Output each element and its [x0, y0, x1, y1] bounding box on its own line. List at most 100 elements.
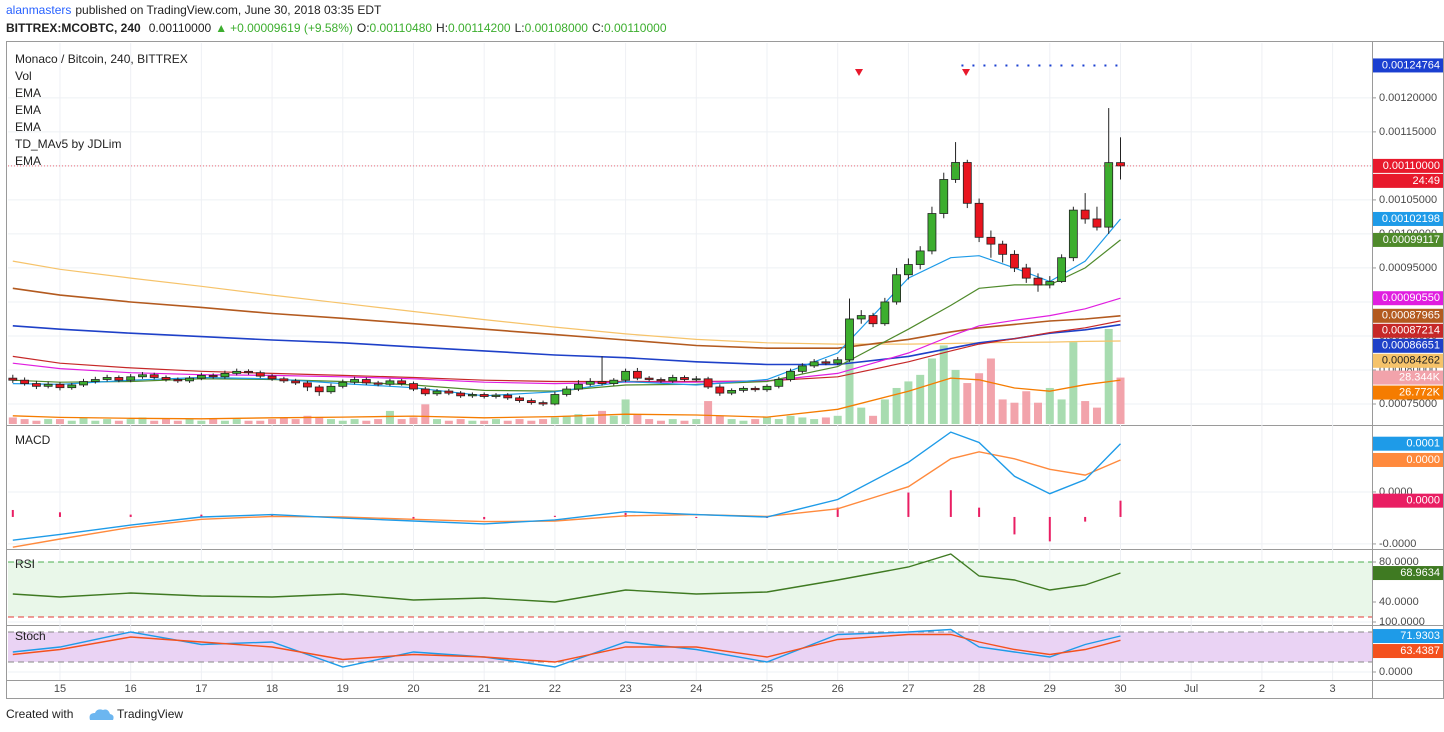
y-tick-label: 0.00115000 [1379, 126, 1436, 138]
candle-body [79, 381, 88, 386]
volume-bar [256, 420, 265, 424]
candle-body [868, 315, 878, 325]
volume-bar [951, 369, 960, 424]
candle-body [326, 385, 336, 393]
volume-bar [20, 419, 29, 424]
volume-bar [1022, 391, 1031, 424]
x-tick-label: 24 [690, 683, 702, 695]
author[interactable]: alanmasters [6, 3, 71, 17]
volume-bar [173, 420, 182, 424]
volume-bar [1069, 342, 1078, 424]
macd-histogram-bar [1084, 516, 1087, 522]
volume-bar [185, 419, 194, 424]
volume-bar [44, 419, 53, 424]
indicator-line [12, 553, 1121, 603]
candle-body [208, 375, 218, 378]
candle-body [1045, 281, 1055, 286]
candle-body [1104, 162, 1114, 228]
candle-body [456, 392, 466, 397]
volume-bar [1104, 329, 1113, 424]
x-tick-label: 23 [619, 683, 631, 695]
candle-body [821, 361, 831, 364]
volume-bar [126, 419, 135, 424]
volume-bar [91, 420, 100, 424]
candle-body [585, 381, 595, 385]
candle-body [880, 301, 890, 325]
candle-body [338, 381, 348, 387]
volume-bar [786, 415, 795, 424]
volume-bar [1057, 399, 1066, 424]
ohlc-key: C: [592, 21, 604, 35]
ohlc-value: 0.00114200 [448, 21, 511, 35]
candle-body [1033, 277, 1043, 286]
volume-bar [668, 419, 677, 424]
price-pane [8, 64, 1372, 424]
candle-body [43, 383, 53, 387]
candle-body [255, 372, 265, 377]
volume-bar [162, 419, 171, 424]
price-label: 0.00090550 [1382, 292, 1440, 304]
candle-body [515, 397, 524, 401]
candle-body [621, 370, 630, 381]
volume-bar [633, 414, 642, 424]
volume-bar [869, 415, 878, 424]
macd-histogram-bar [949, 490, 952, 517]
price-label-box [1373, 566, 1443, 581]
volume-bar [291, 419, 300, 424]
candle-body [739, 387, 748, 391]
macd-histogram-bar [907, 492, 910, 517]
x-tick-label: 18 [266, 683, 278, 695]
ema-line [12, 218, 1121, 397]
price-label-box [1373, 353, 1443, 368]
volume-bar [645, 419, 654, 424]
price-label-box [1373, 291, 1443, 306]
candle-body [138, 374, 147, 378]
volume-bar [303, 415, 312, 424]
price-label: 26.772K [1399, 386, 1441, 398]
volume-bar [762, 417, 771, 424]
volume-bar [833, 415, 842, 424]
y-tick-label: 0.00095000 [1379, 262, 1437, 274]
volume-bar [704, 401, 713, 424]
macd-histogram-bar [624, 512, 627, 517]
candle-body [656, 379, 666, 382]
candle-body [904, 264, 913, 276]
candle-body [1116, 162, 1125, 167]
price-label: 0.00099117 [1383, 234, 1440, 246]
volume-bar [598, 410, 607, 424]
candle-body [232, 370, 242, 374]
candle-body [750, 387, 760, 391]
ema-line [12, 287, 1121, 350]
price-label-box [1373, 173, 1443, 188]
volume-bar [751, 419, 760, 424]
candle-body [915, 250, 925, 265]
x-tick-label: 22 [549, 683, 561, 695]
price-label: 0.0001 [1406, 438, 1440, 450]
candle-body [220, 372, 230, 378]
candle-body [244, 370, 253, 374]
price-label: 0.00087214 [1382, 325, 1440, 337]
price-label-box [1373, 493, 1443, 508]
indicator-legend: EMA [15, 154, 41, 168]
indicator-legend: EMA [15, 103, 41, 117]
logo[interactable] [89, 709, 114, 720]
pane-title: MACD [15, 433, 51, 447]
macd-histogram-bar [695, 516, 698, 518]
price-label-box [1373, 308, 1443, 323]
candle-body [1021, 267, 1031, 279]
macd-histogram-bar [129, 514, 132, 517]
candle-body [939, 179, 949, 214]
volume-bar [55, 419, 64, 424]
candle-body [680, 377, 689, 380]
chart-title: Monaco / Bitcoin, 240, BITTREX [15, 52, 188, 66]
volume-bar [209, 419, 218, 424]
indicator-legend: TD_MAv5 by JDLim [15, 137, 121, 151]
price-label-box [1373, 211, 1443, 226]
footer-brand[interactable]: TradingView [117, 707, 183, 721]
candle-body [1068, 209, 1078, 259]
volume-bar [975, 373, 984, 424]
indicator-legend: EMA [15, 86, 41, 100]
price-label-box [1373, 158, 1443, 173]
price-label-box [1373, 385, 1443, 400]
